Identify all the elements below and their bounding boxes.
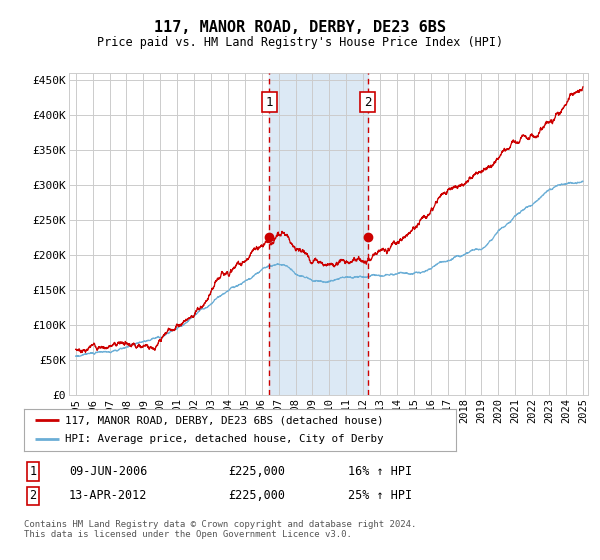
Text: 117, MANOR ROAD, DERBY, DE23 6BS: 117, MANOR ROAD, DERBY, DE23 6BS: [154, 20, 446, 35]
Text: £225,000: £225,000: [228, 465, 285, 478]
Text: 13-APR-2012: 13-APR-2012: [69, 489, 148, 502]
Text: 09-JUN-2006: 09-JUN-2006: [69, 465, 148, 478]
Text: Contains HM Land Registry data © Crown copyright and database right 2024.
This d: Contains HM Land Registry data © Crown c…: [24, 520, 416, 539]
Text: HPI: Average price, detached house, City of Derby: HPI: Average price, detached house, City…: [65, 435, 383, 445]
Text: £225,000: £225,000: [228, 489, 285, 502]
Text: 1: 1: [29, 465, 37, 478]
Text: 25% ↑ HPI: 25% ↑ HPI: [348, 489, 412, 502]
Text: 2: 2: [364, 96, 371, 109]
Text: 2: 2: [29, 489, 37, 502]
Text: 117, MANOR ROAD, DERBY, DE23 6BS (detached house): 117, MANOR ROAD, DERBY, DE23 6BS (detach…: [65, 415, 383, 425]
Text: 16% ↑ HPI: 16% ↑ HPI: [348, 465, 412, 478]
Bar: [269, 73, 368, 395]
Text: 1: 1: [265, 96, 273, 109]
Text: Price paid vs. HM Land Registry's House Price Index (HPI): Price paid vs. HM Land Registry's House …: [97, 36, 503, 49]
